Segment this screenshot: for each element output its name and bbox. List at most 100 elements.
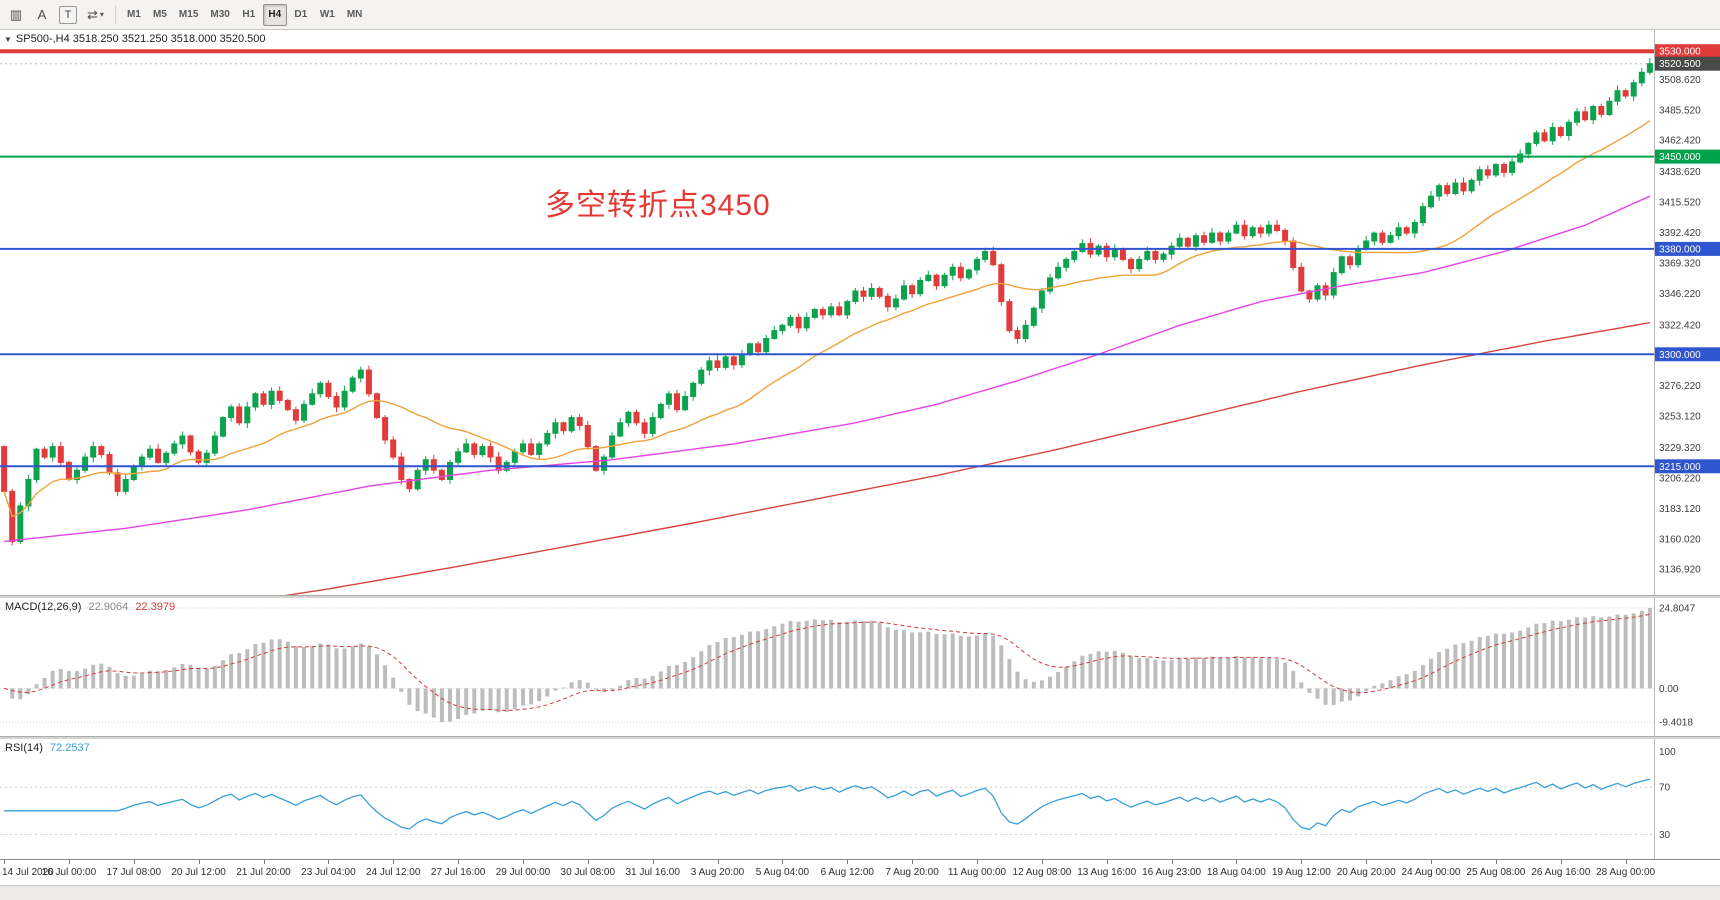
time-axis-label: 12 Aug 08:00: [1012, 867, 1072, 878]
symbol-info: SP500-,H4 3518.250 3521.250 3518.000 352…: [15, 33, 266, 45]
rsi-panel: 100 70 30 RSI(14) 72.2537: [0, 739, 1720, 859]
time-tick: [1495, 860, 1497, 864]
chart-window-icon[interactable]: ▥: [9, 6, 23, 22]
time-axis-label: 28 Aug 00:00: [1596, 867, 1656, 878]
time-tick: [1625, 860, 1627, 864]
time-tick: [1366, 860, 1368, 864]
time-tick: [1106, 860, 1108, 864]
time-tick: [263, 860, 265, 864]
time-tick: [393, 860, 395, 864]
time-tick: [328, 860, 330, 864]
svg-text:3160.020: 3160.020: [1659, 534, 1701, 545]
timeframe-button-m1[interactable]: M1: [126, 9, 141, 20]
svg-text:3438.620: 3438.620: [1659, 167, 1701, 178]
timeframe-button-d1[interactable]: D1: [294, 9, 308, 20]
time-axis-label: 13 Aug 16:00: [1077, 867, 1137, 878]
time-axis-label: 16 Aug 23:00: [1142, 867, 1202, 878]
time-tick: [198, 860, 200, 864]
candlesticks: [1, 58, 1653, 546]
time-tick: [68, 860, 70, 864]
time-tick: [1301, 860, 1303, 864]
panel-divider-macd[interactable]: [0, 595, 1720, 598]
svg-text:30: 30: [1659, 830, 1671, 841]
macd-value-signal: 22.3979: [135, 601, 176, 613]
panel-divider-rsi[interactable]: [0, 736, 1720, 739]
rsi-name: RSI(14): [5, 742, 43, 754]
toolbar: ▥ A T ⇄ ▾ M1 M5 M15 M30 H1 H4 D1 W1 MN: [0, 0, 1720, 30]
svg-text:3485.520: 3485.520: [1659, 105, 1701, 116]
collapse-indicator-icon[interactable]: ▼: [4, 34, 12, 44]
main-chart-panel: 3508.620 3485.520 3462.420 3438.620 3415.520…: [0, 30, 1720, 595]
time-axis-label: 17 Jul 08:00: [106, 867, 162, 878]
timeframe-button-h1[interactable]: H1: [242, 9, 256, 20]
timeframe-button-mn[interactable]: MN: [346, 9, 363, 20]
dropdown-caret-icon[interactable]: ▾: [99, 10, 104, 19]
svg-text:3392.420: 3392.420: [1659, 228, 1701, 239]
timeframe-button-h4[interactable]: H4: [262, 3, 287, 26]
svg-text:3215.000: 3215.000: [1659, 462, 1701, 473]
time-axis-label: 26 Aug 16:00: [1531, 867, 1591, 878]
horizontal-scrollbar[interactable]: [0, 885, 1720, 900]
time-axis[interactable]: 14 Jul 2020 16 Jul 00:00 17 Jul 08:00 20 Ju…: [0, 859, 1720, 885]
main-chart-canvas[interactable]: 3508.620 3485.520 3462.420 3438.620 3415.520…: [0, 30, 1720, 595]
svg-text:3450.000: 3450.000: [1659, 152, 1701, 163]
macd-panel: 24.8047 0.00 -9.4018 MACD(12,26,9) 22.9064…: [0, 598, 1720, 736]
time-axis-label: 19 Aug 12:00: [1271, 867, 1331, 878]
svg-text:3508.620: 3508.620: [1659, 75, 1701, 86]
time-tick: [717, 860, 719, 864]
cursor-mode-icon[interactable]: ⇄ ▾: [87, 6, 104, 22]
time-tick: [1171, 860, 1173, 864]
time-tick: [523, 860, 524, 864]
svg-text:70: 70: [1659, 783, 1671, 794]
time-tick: [587, 860, 589, 864]
time-axis-label: 25 Aug 08:00: [1466, 867, 1526, 878]
time-axis-label: 11 Aug 00:00: [947, 867, 1007, 878]
macd-histogram: [10, 608, 1652, 722]
timeframe-button-m15[interactable]: M15: [178, 9, 199, 20]
time-axis-label: 20 Jul 12:00: [171, 867, 226, 878]
toolbar-separator: [114, 5, 116, 24]
svg-text:3520.500: 3520.500: [1659, 59, 1701, 70]
time-axis-label: 21 Jul 20:00: [236, 867, 291, 878]
macd-value-main: 22.9064: [88, 601, 129, 613]
rsi-label: RSI(14) 72.2537: [5, 742, 94, 754]
time-tick: [1560, 860, 1562, 864]
time-axis-label: 31 Jul 16:00: [625, 867, 680, 878]
svg-text:3183.120: 3183.120: [1659, 504, 1701, 515]
svg-text:3253.120: 3253.120: [1659, 412, 1701, 423]
time-axis-label: 24 Jul 12:00: [365, 867, 421, 878]
time-axis-label: 7 Aug 20:00: [885, 867, 939, 878]
time-axis-label: 5 Aug 04:00: [755, 867, 810, 878]
timeframe-bar: M1 M5 M15 M30 H1 H4 D1 W1 MN: [122, 3, 367, 26]
time-tick: [4, 860, 6, 864]
time-axis-label: 23 Jul 04:00: [301, 867, 356, 878]
svg-text:3346.220: 3346.220: [1659, 289, 1701, 300]
rsi-canvas[interactable]: 100 70 30: [0, 739, 1720, 859]
time-tick: [782, 860, 784, 864]
timeframe-button-m30[interactable]: M30: [210, 9, 230, 20]
macd-canvas[interactable]: 24.8047 0.00 -9.4018: [0, 598, 1720, 736]
svg-text:3136.920: 3136.920: [1659, 565, 1701, 576]
time-tick: [847, 860, 849, 864]
svg-text:3322.420: 3322.420: [1659, 320, 1701, 331]
time-tick: [1236, 860, 1238, 864]
text-tool-icon[interactable]: T: [59, 5, 77, 24]
time-tick: [652, 860, 654, 864]
time-tick: [1041, 860, 1043, 864]
time-tick: [912, 860, 914, 864]
time-axis-label: 16 Jul 00:00: [41, 867, 97, 878]
time-tick: [458, 860, 460, 864]
svg-text:3276.220: 3276.220: [1659, 381, 1701, 392]
time-axis-label: 30 Jul 08:00: [560, 867, 616, 878]
toolbar-tools: ▥ A T ⇄ ▾: [4, 4, 109, 26]
svg-text:3300.000: 3300.000: [1659, 350, 1701, 361]
time-axis-label: 20 Aug 20:00: [1336, 867, 1396, 878]
time-tick: [977, 860, 978, 864]
svg-text:3229.320: 3229.320: [1659, 443, 1701, 454]
font-tool-icon[interactable]: A: [37, 7, 47, 22]
timeframe-button-w1[interactable]: W1: [319, 9, 335, 20]
symbol-header: ▼ SP500-,H4 3518.250 3521.250 3518.000 3…: [4, 33, 265, 45]
time-axis-label: 27 Jul 16:00: [430, 867, 486, 878]
svg-text:-9.4018: -9.4018: [1659, 718, 1693, 729]
timeframe-button-m5[interactable]: M5: [152, 9, 167, 20]
